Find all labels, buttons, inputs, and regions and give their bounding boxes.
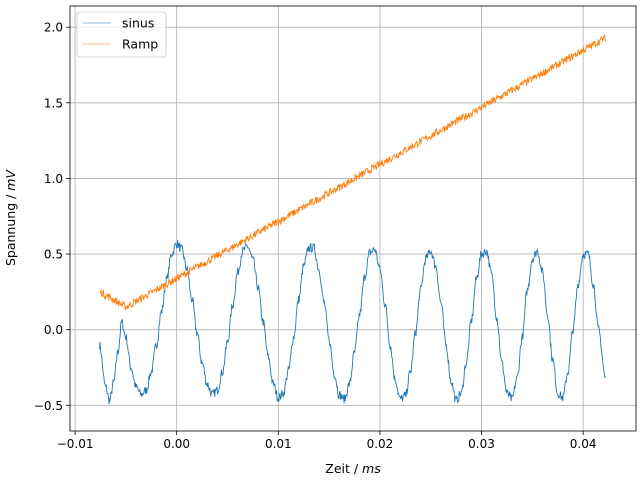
series-line-ramp bbox=[100, 33, 606, 311]
axes-frame bbox=[69, 5, 637, 432]
plot-area bbox=[99, 33, 606, 405]
y-tick-label: 1.0 bbox=[44, 172, 63, 186]
y-axis-label: Spannung / mV bbox=[3, 169, 18, 266]
x-tick-label: 0.00 bbox=[163, 437, 190, 451]
legend: sinus Ramp bbox=[76, 11, 167, 58]
y-tick-label: 0.5 bbox=[44, 248, 63, 262]
x-tick-label: −0.01 bbox=[57, 437, 94, 451]
legend-label-ramp: Ramp bbox=[122, 37, 158, 52]
y-tick-label: 0.0 bbox=[44, 323, 63, 337]
legend-label-sinus: sinus bbox=[122, 16, 154, 31]
x-axis-label: Zeit / ms bbox=[325, 461, 381, 476]
y-tick-label: −0.5 bbox=[34, 399, 63, 413]
x-tick-label: 0.04 bbox=[570, 437, 597, 451]
y-tick-label: 2.0 bbox=[44, 21, 63, 35]
series-line-sinus bbox=[99, 240, 606, 405]
x-tick-label: 0.01 bbox=[265, 437, 292, 451]
x-tick-label: 0.02 bbox=[367, 437, 394, 451]
legend-box bbox=[76, 11, 167, 58]
y-tick-label: 1.5 bbox=[44, 96, 63, 110]
x-tick-label: 0.03 bbox=[468, 437, 495, 451]
axis-ticks: −0.01 0.00 0.01 0.02 0.03 0.04 −0.5 0.0 0.5 1.0 1.… bbox=[34, 21, 597, 451]
